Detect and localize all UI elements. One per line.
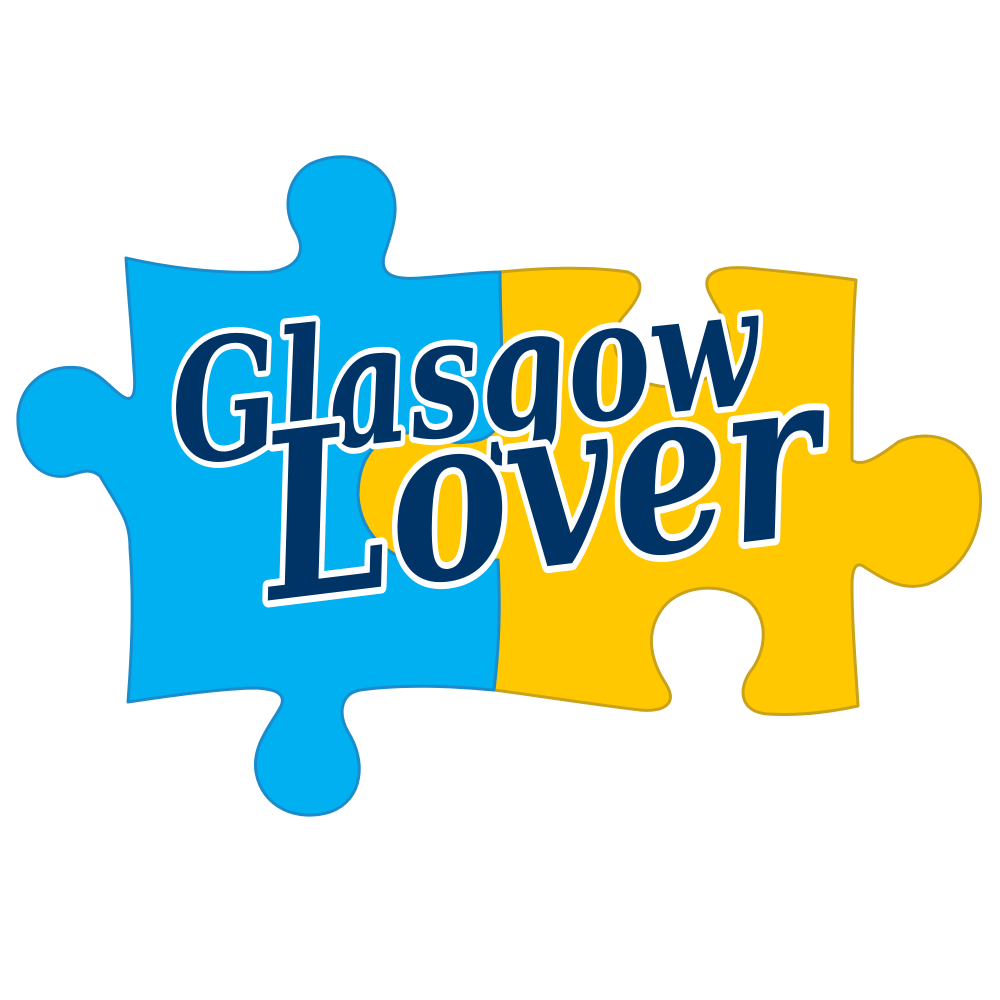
blue-puzzle-piece-icon xyxy=(16,155,504,817)
